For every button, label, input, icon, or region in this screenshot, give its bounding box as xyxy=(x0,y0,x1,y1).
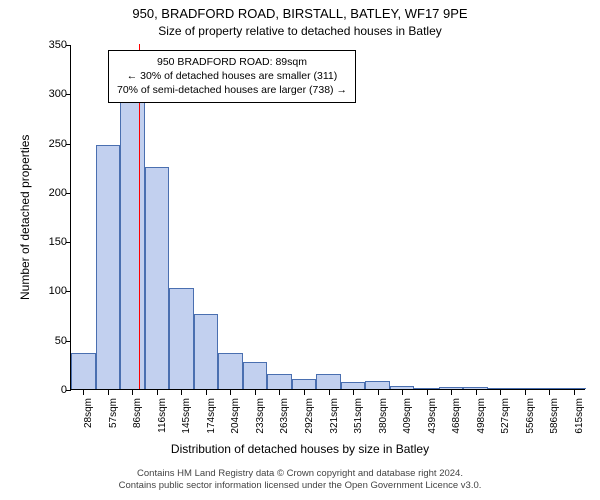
xtick xyxy=(279,390,280,395)
ytick-label: 100 xyxy=(37,285,67,297)
xtick xyxy=(402,390,403,395)
bar xyxy=(292,379,317,389)
xtick-label: 468sqm xyxy=(451,398,462,448)
xtick-label: 57sqm xyxy=(108,398,119,448)
bar xyxy=(96,145,121,389)
xtick xyxy=(476,390,477,395)
xtick-label: 292sqm xyxy=(304,398,315,448)
xtick xyxy=(574,390,575,395)
xtick xyxy=(525,390,526,395)
xtick-label: 321sqm xyxy=(329,398,340,448)
bar xyxy=(488,388,513,389)
ytick-label: 350 xyxy=(37,39,67,51)
bar xyxy=(316,374,341,389)
xtick xyxy=(427,390,428,395)
chart-title: 950, BRADFORD ROAD, BIRSTALL, BATLEY, WF… xyxy=(0,6,600,21)
ytick-label: 0 xyxy=(37,384,67,396)
xtick-label: 116sqm xyxy=(157,398,168,448)
xtick xyxy=(230,390,231,395)
xtick xyxy=(549,390,550,395)
xtick xyxy=(181,390,182,395)
bar xyxy=(71,353,96,389)
bar xyxy=(537,388,562,389)
xtick-label: 498sqm xyxy=(476,398,487,448)
xtick xyxy=(329,390,330,395)
info-box-line1: 950 BRADFORD ROAD: 89sqm xyxy=(117,55,347,69)
ytick-label: 200 xyxy=(37,187,67,199)
ytick-label: 300 xyxy=(37,88,67,100)
xtick xyxy=(304,390,305,395)
footer-text: Contains HM Land Registry data © Crown c… xyxy=(0,468,600,493)
xtick-label: 263sqm xyxy=(279,398,290,448)
xtick-label: 86sqm xyxy=(132,398,143,448)
xtick xyxy=(378,390,379,395)
bar xyxy=(194,314,219,389)
xtick xyxy=(255,390,256,395)
bar xyxy=(218,353,243,389)
xtick-label: 351sqm xyxy=(353,398,364,448)
bar xyxy=(390,386,415,389)
xtick xyxy=(500,390,501,395)
xtick xyxy=(451,390,452,395)
bar xyxy=(243,362,268,389)
xtick xyxy=(206,390,207,395)
y-axis-label: Number of detached properties xyxy=(18,135,32,300)
xtick xyxy=(108,390,109,395)
xtick-label: 527sqm xyxy=(500,398,511,448)
bar xyxy=(169,288,194,389)
footer-line1: Contains HM Land Registry data © Crown c… xyxy=(0,468,600,480)
xtick xyxy=(157,390,158,395)
xtick-label: 204sqm xyxy=(230,398,241,448)
ytick-label: 150 xyxy=(37,236,67,248)
bar xyxy=(512,388,537,389)
xtick-label: 586sqm xyxy=(549,398,560,448)
xtick-label: 615sqm xyxy=(574,398,585,448)
bar xyxy=(463,387,488,389)
bar xyxy=(439,387,464,389)
xtick xyxy=(83,390,84,395)
info-box-line2: ← 30% of detached houses are smaller (31… xyxy=(117,69,347,83)
xtick-label: 28sqm xyxy=(83,398,94,448)
xtick-label: 556sqm xyxy=(525,398,536,448)
bar xyxy=(120,81,145,389)
xtick-label: 233sqm xyxy=(255,398,266,448)
xtick-label: 380sqm xyxy=(378,398,389,448)
info-box-line3: 70% of semi-detached houses are larger (… xyxy=(117,83,347,97)
xtick xyxy=(353,390,354,395)
x-axis-label: Distribution of detached houses by size … xyxy=(0,442,600,456)
bar xyxy=(267,374,292,389)
bar xyxy=(414,388,439,389)
bar xyxy=(341,382,366,389)
chart-subtitle: Size of property relative to detached ho… xyxy=(0,24,600,38)
bar xyxy=(365,381,390,389)
xtick-label: 439sqm xyxy=(427,398,438,448)
ytick-label: 250 xyxy=(37,138,67,150)
ytick-label: 50 xyxy=(37,335,67,347)
info-box: 950 BRADFORD ROAD: 89sqm ← 30% of detach… xyxy=(108,50,356,103)
bar xyxy=(561,388,586,389)
footer-line2: Contains public sector information licen… xyxy=(0,480,600,492)
xtick xyxy=(132,390,133,395)
xtick-label: 174sqm xyxy=(206,398,217,448)
xtick-label: 409sqm xyxy=(402,398,413,448)
bar xyxy=(145,167,170,389)
chart-canvas: 950, BRADFORD ROAD, BIRSTALL, BATLEY, WF… xyxy=(0,0,600,500)
xtick-label: 145sqm xyxy=(181,398,192,448)
